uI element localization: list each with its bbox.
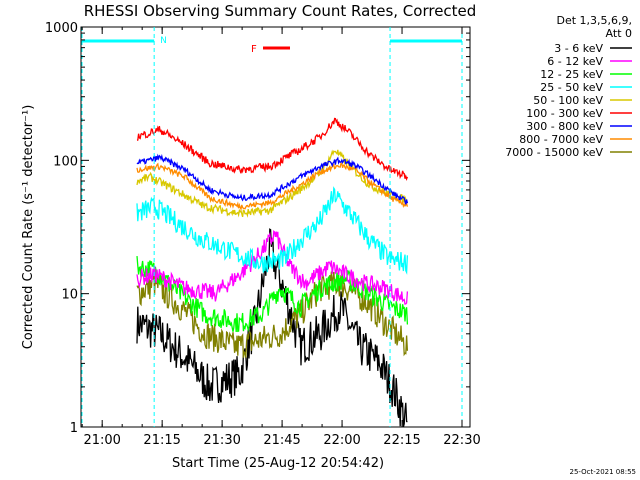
y-tick-label: 10 xyxy=(61,288,78,303)
legend-label: 6 - 12 keV xyxy=(547,55,603,68)
x-tick-label: 22:00 xyxy=(323,433,360,448)
series-line-6 xyxy=(136,153,409,205)
x-tick-label: 21:15 xyxy=(143,433,180,448)
series-line-3 xyxy=(136,186,409,275)
legend-label: 25 - 50 keV xyxy=(540,81,603,94)
series-layer xyxy=(136,117,409,428)
x-axis-label: Start Time (25-Aug-12 20:54:42) xyxy=(172,456,384,471)
legend-label: 50 - 100 keV xyxy=(533,94,603,107)
series-line-5 xyxy=(136,117,409,182)
plot-frame xyxy=(80,26,471,428)
x-tick-label: 22:15 xyxy=(383,433,420,448)
x-tick-label: 22:30 xyxy=(443,433,480,448)
flare-label: F xyxy=(251,44,257,55)
legend-label: 7000 - 15000 keV xyxy=(505,146,603,159)
legend-label: 100 - 300 keV xyxy=(526,107,603,120)
x-tick-label: 21:30 xyxy=(203,433,240,448)
footer-timestamp: 25-Oct-2021 08:55 xyxy=(570,468,636,476)
y-tick-label: 1 xyxy=(70,421,78,436)
series-line-4 xyxy=(136,149,408,218)
legend-label: 300 - 800 keV xyxy=(526,120,603,133)
series-line-7 xyxy=(136,162,409,212)
y-tick-label: 1000 xyxy=(45,21,78,36)
night-label: N xyxy=(160,36,167,46)
legend-header-detectors: Det 1,3,5,6,9, xyxy=(556,14,632,27)
x-tick-label: 21:45 xyxy=(263,433,300,448)
series-line-1 xyxy=(136,230,409,305)
legend-header-attenuator: Att 0 xyxy=(606,27,632,40)
axis-layer: 21:00 21:15 21:30 21:45 22:00 22:15 22:30 1 10 10… xyxy=(45,21,481,448)
chart-title: RHESSI Observing Summary Count Rates, Co… xyxy=(84,2,477,20)
x-tick-label: 21:00 xyxy=(83,433,120,448)
legend-label: 3 - 6 keV xyxy=(554,42,603,55)
legend-label: 800 - 7000 keV xyxy=(519,133,603,146)
y-tick-label: 100 xyxy=(53,154,78,169)
y-axis-label: Corrected Count Rate (s⁻¹ detector⁻¹) xyxy=(21,105,36,350)
legend-label: 12 - 25 keV xyxy=(540,68,603,81)
annotation-layer: NF xyxy=(81,27,463,427)
